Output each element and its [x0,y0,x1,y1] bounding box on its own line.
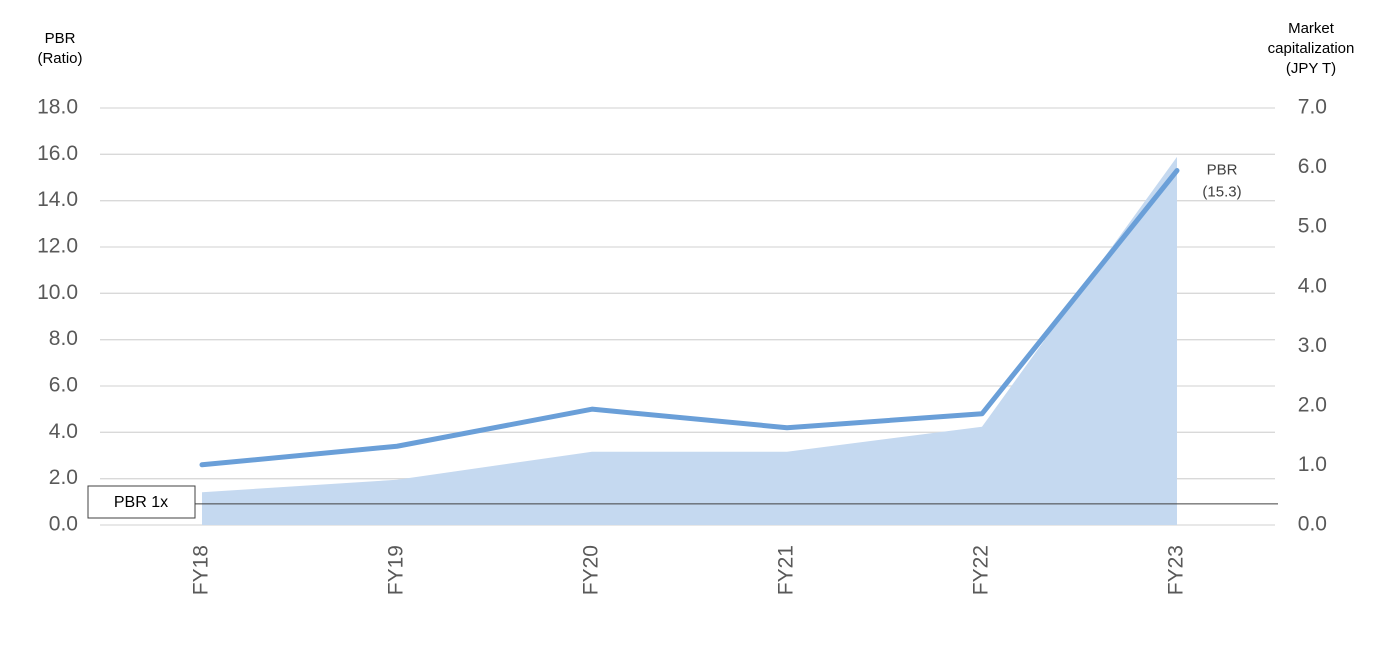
y2-tick-label: 0.0 [1298,513,1327,536]
y-tick-label: 10.0 [37,281,78,304]
y2-tick-label: 2.0 [1298,393,1327,416]
x-tick-label: FY18 [190,545,213,595]
x-tick-label: FY19 [385,545,408,595]
y2-axis-title: (JPY T) [1286,60,1336,77]
x-tick-label: FY20 [580,545,603,595]
y-tick-label: 0.0 [49,513,78,536]
y2-tick-label: 4.0 [1298,274,1327,297]
x-tick-label: FY23 [1165,545,1188,595]
y-tick-label: 2.0 [49,466,78,489]
y2-tick-label: 5.0 [1298,215,1327,238]
value-label: (15.3) [1202,184,1241,201]
y2-tick-label: 7.0 [1298,96,1327,119]
y-tick-label: 14.0 [37,188,78,211]
y-axis-title: (Ratio) [37,50,82,67]
y2-axis-title: Market [1288,20,1335,37]
y-tick-label: 4.0 [49,420,78,443]
y2-tick-label: 3.0 [1298,334,1327,357]
x-tick-label: FY22 [970,545,993,595]
area [202,156,1177,525]
y2-tick-label: 1.0 [1298,453,1327,476]
y-tick-label: 18.0 [37,96,78,119]
y-tick-label: 12.0 [37,235,78,258]
reference-label: PBR 1x [114,494,168,511]
line [199,168,1180,468]
y-tick-label: 8.0 [49,327,78,350]
y-axis-title: PBR [45,30,76,47]
series-name-label: PBR [1207,162,1238,179]
reference-label-box [87,485,196,519]
y-tick-label: 16.0 [37,142,78,165]
y2-axis-title: capitalization [1268,40,1355,57]
y2-tick-label: 6.0 [1298,155,1327,178]
y-tick-label: 6.0 [49,374,78,397]
x-tick-label: FY21 [775,545,798,595]
